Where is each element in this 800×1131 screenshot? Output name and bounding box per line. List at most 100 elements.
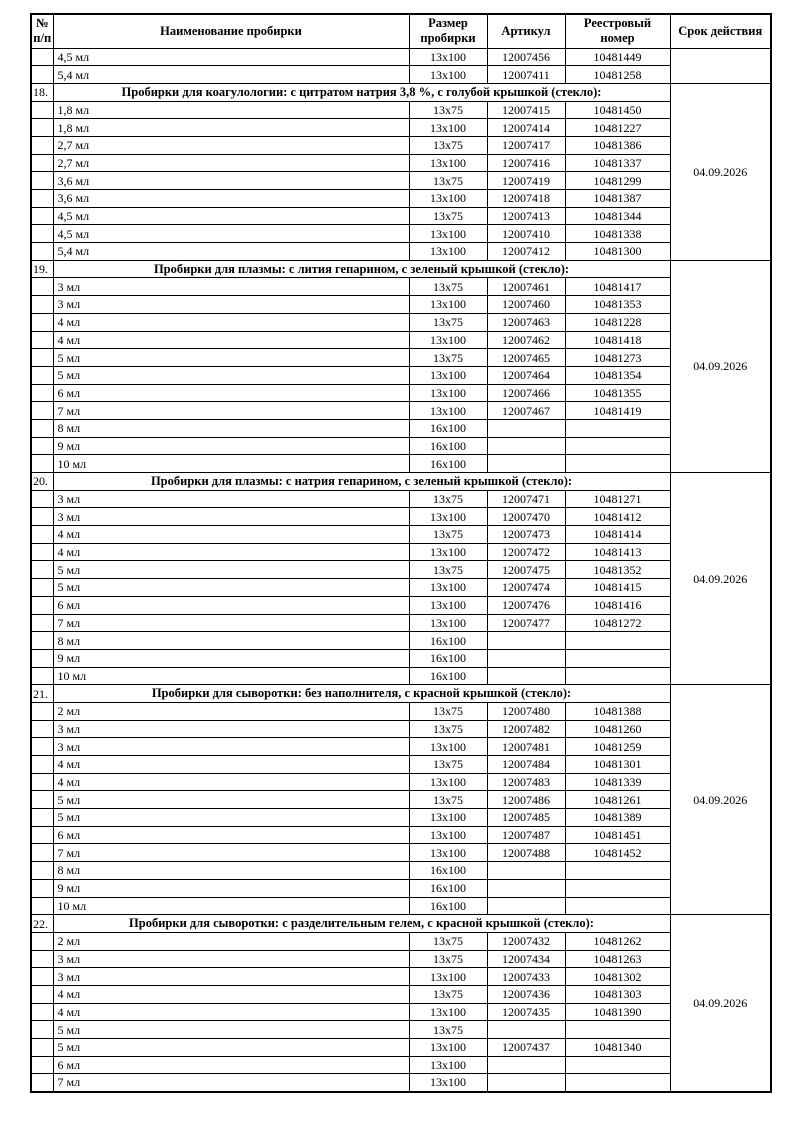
row-number-cell: [30, 436, 54, 456]
article-cell: 12007481: [486, 737, 566, 756]
row-number-cell: [30, 330, 54, 350]
registry-number-cell: 10481263: [564, 949, 671, 969]
table-row: 7 мл 13x100 12007488 10481452: [30, 843, 771, 863]
table-row: 4 мл 13x100 12007435 10481390: [30, 1002, 771, 1022]
tube-size-cell: 13x100: [408, 1038, 488, 1057]
tube-name-cell: 5,4 мл: [52, 242, 410, 261]
registry-number-cell: [564, 631, 671, 650]
article-cell: 12007436: [486, 984, 566, 1004]
tube-name-cell: 1,8 мл: [52, 100, 410, 120]
tube-size-cell: 13x100: [408, 967, 488, 986]
tube-size-cell: 16x100: [408, 666, 488, 686]
row-number-cell: [30, 701, 54, 721]
tube-size-cell: 13x75: [408, 560, 488, 580]
row-number-cell: [30, 631, 54, 650]
article-cell: 12007480: [486, 701, 566, 721]
table-row: 5 мл 13x75 12007475 10481352: [30, 560, 771, 580]
registry-number-cell: 10481227: [564, 118, 671, 137]
tube-name-cell: 5 мл: [52, 808, 410, 827]
section-header-row: 19. Пробирки для плазмы: с лития гепарино…: [30, 259, 772, 474]
tube-size-cell: 13x75: [408, 755, 488, 774]
validity-cell: 04.09.2026: [669, 82, 772, 261]
article-cell: 12007412: [486, 242, 566, 261]
article-cell: 12007488: [486, 843, 566, 863]
tube-size-cell: 13x100: [408, 613, 488, 633]
tube-name-cell: 5 мл: [52, 790, 410, 810]
section-number-cell: 20.: [30, 472, 54, 491]
table-row: 5 мл 13x100 12007474 10481415: [30, 578, 771, 597]
registry-number-cell: 10481413: [564, 542, 671, 562]
section-header-row: 20. Пробирки для плазмы: с натрия гепарин…: [30, 471, 772, 686]
tube-size-cell: 16x100: [408, 648, 488, 668]
tube-name-cell: 5 мл: [52, 348, 410, 367]
table-row: 4 мл 13x75 12007473 10481414: [30, 525, 771, 544]
row-number-cell: [30, 525, 54, 544]
row-number-cell: [30, 595, 54, 615]
row-number-cell: [30, 454, 54, 473]
article-cell: 12007486: [486, 790, 566, 810]
registry-number-cell: [564, 1073, 671, 1093]
tube-size-cell: 16x100: [408, 454, 488, 473]
tube-name-cell: 3,6 мл: [52, 189, 410, 208]
row-number-cell: [30, 100, 54, 120]
tube-size-cell: 13x100: [408, 401, 488, 420]
article-cell: 12007419: [486, 171, 566, 190]
table-row: 1,8 мл 13x75 12007415 10481450: [30, 100, 771, 120]
registry-number-cell: 10481259: [564, 737, 671, 756]
tube-size-cell: 13x100: [408, 808, 488, 827]
table-row: 5 мл 13x100 12007485 10481389: [30, 808, 771, 827]
registry-number-cell: 10481272: [564, 613, 671, 633]
tube-name-cell: 4 мл: [52, 312, 410, 332]
row-number-cell: [30, 1038, 54, 1057]
validity-cell: 04.09.2026: [669, 684, 772, 916]
tube-name-cell: 6 мл: [52, 825, 410, 845]
section-header-row: 21. Пробирки для сыворотки: без наполните…: [30, 684, 772, 916]
tube-name-cell: 4,5 мл: [52, 206, 410, 226]
article-cell: 12007434: [486, 949, 566, 969]
table-row: 6 мл 13x100: [30, 1055, 771, 1075]
tube-name-cell: 9 мл: [52, 648, 410, 668]
validity-cell: [669, 47, 772, 84]
registry-number-cell: 10481355: [564, 383, 671, 403]
tube-name-cell: 4 мл: [52, 542, 410, 562]
row-number-cell: [30, 1073, 54, 1093]
table-row: 9 мл 16x100: [30, 878, 771, 898]
article-cell: 12007474: [486, 578, 566, 597]
tube-size-cell: 13x75: [408, 719, 488, 739]
registry-number-cell: 10481273: [564, 348, 671, 367]
article-cell: 12007417: [486, 135, 566, 155]
table-row: 10 мл 16x100: [30, 896, 771, 916]
row-number-cell: [30, 755, 54, 774]
section-title-cell: Пробирки для сыворотки: с разделительным…: [52, 914, 671, 933]
registry-number-cell: [564, 1055, 671, 1075]
article-cell: 12007414: [486, 118, 566, 137]
tube-name-cell: 5 мл: [52, 365, 410, 385]
tube-name-cell: 5 мл: [52, 560, 410, 580]
tube-size-cell: 13x100: [408, 224, 488, 244]
tube-name-cell: 3 мл: [52, 949, 410, 969]
tube-size-cell: 13x100: [408, 595, 488, 615]
row-number-cell: [30, 1020, 54, 1039]
registry-number-cell: 10481300: [564, 242, 671, 261]
table-row: 4 мл 13x75 12007436 10481303: [30, 984, 771, 1004]
tube-name-cell: 7 мл: [52, 843, 410, 863]
table-row: 3 мл 13x75 12007471 10481271: [30, 489, 771, 509]
table-row: 3,6 мл 13x75 12007419 10481299: [30, 171, 771, 190]
article-cell: [486, 454, 566, 473]
row-number-cell: [30, 118, 54, 137]
tube-name-cell: 2 мл: [52, 931, 410, 951]
column-header-4: Реестровый номер: [564, 13, 671, 49]
tube-size-cell: 13x75: [408, 100, 488, 120]
article-cell: 12007415: [486, 100, 566, 120]
article-cell: 12007464: [486, 365, 566, 385]
tube-size-cell: 13x75: [408, 277, 488, 297]
row-number-cell: [30, 277, 54, 297]
tube-size-cell: 13x75: [408, 984, 488, 1004]
article-cell: 12007471: [486, 489, 566, 509]
table-row: 6 мл 13x100 12007466 10481355: [30, 383, 771, 403]
tube-name-cell: 7 мл: [52, 1073, 410, 1093]
column-header-2: Размер пробирки: [408, 13, 488, 49]
tube-name-cell: 7 мл: [52, 401, 410, 420]
tube-size-cell: 13x100: [408, 118, 488, 137]
registry-number-cell: 10481386: [564, 135, 671, 155]
